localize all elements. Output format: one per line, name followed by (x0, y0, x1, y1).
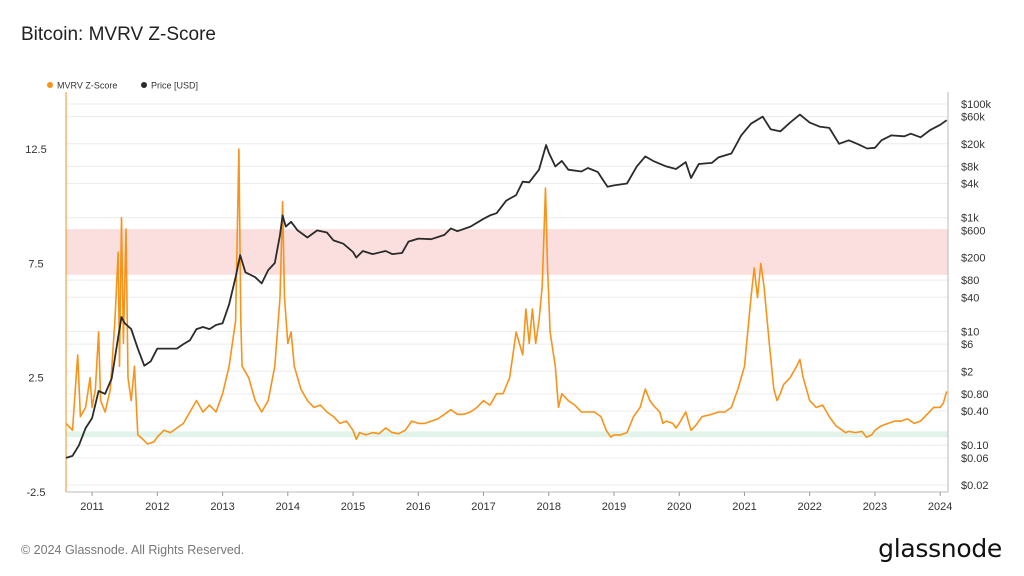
threshold-bands (66, 229, 948, 438)
y-right-tick-label: $200 (961, 253, 985, 265)
y-left-tick-label: 7.5 (28, 258, 43, 270)
y-left-tick-label: 2.5 (28, 373, 43, 385)
y-right-tick-label: $2 (961, 366, 973, 378)
y-right-tick-label: $6 (961, 339, 973, 351)
series-mvrv-zscore-line (65, 148, 948, 445)
y-left-tick-label: 12.5 (25, 144, 46, 156)
y-right-tick-label: $0.02 (961, 480, 989, 492)
x-tick-label: 2020 (667, 501, 691, 513)
x-tick-label: 2021 (732, 501, 756, 513)
y-right-tick-label: $0.80 (961, 389, 989, 401)
x-axis-ticks: 2011 2012 2013 2014 2015 2016 2017 2018 2019 2020… (80, 492, 952, 513)
x-tick-label: 2023 (863, 501, 887, 513)
y-right-tick-label: $80 (961, 275, 979, 287)
legend: MVRV Z-Score Price [USD] (47, 81, 198, 91)
x-tick-label: 2012 (145, 501, 169, 513)
y-right-tick-label: $0.10 (961, 440, 989, 452)
y-right-tick-label: $0.40 (961, 406, 989, 418)
y-right-tick-label: $20k (961, 139, 985, 151)
series-lines (65, 113, 948, 459)
overvalued-band (66, 229, 948, 275)
x-tick-label: 2024 (928, 501, 952, 513)
x-tick-label: 2013 (210, 501, 234, 513)
copyright-footer: © 2024 Glassnode. All Rights Reserved. (21, 543, 245, 557)
chart-title: Bitcoin: MVRV Z-Score (21, 24, 216, 45)
y-right-tick-label: $40 (961, 292, 979, 304)
y-right-tick-label: $8k (961, 161, 979, 173)
x-tick-label: 2018 (537, 501, 561, 513)
legend-marker-zscore (47, 82, 53, 88)
series-price-line (65, 113, 948, 459)
y-right-tick-label: $1k (961, 213, 979, 225)
x-tick-label: 2015 (341, 501, 365, 513)
y-right-tick-label: $0.06 (961, 453, 989, 465)
y-left-tick-label: -2.5 (27, 487, 46, 499)
x-tick-label: 2017 (471, 501, 495, 513)
y-right-axis-ticks: $100k$60k$20k$8k$4k$1k$600$200$80$40$10$… (961, 99, 991, 492)
legend-label-price: Price [USD] (151, 81, 198, 91)
legend-marker-price (141, 82, 147, 88)
y-left-axis-ticks: 12.5 7.5 2.5 -2.5 (25, 144, 46, 499)
y-right-tick-label: $600 (961, 225, 985, 237)
x-tick-label: 2016 (406, 501, 430, 513)
legend-label-zscore: MVRV Z-Score (57, 81, 117, 91)
glassnode-logo: glassnode (878, 534, 1002, 563)
x-tick-label: 2011 (80, 501, 104, 513)
x-tick-label: 2019 (602, 501, 626, 513)
y-right-tick-label: $60k (961, 112, 985, 124)
y-right-tick-label: $100k (961, 99, 991, 111)
grid-lines (66, 103, 948, 486)
x-tick-label: 2022 (797, 501, 821, 513)
undervalued-band (66, 431, 948, 438)
y-right-tick-label: $4k (961, 179, 979, 191)
y-right-tick-label: $10 (961, 326, 979, 338)
x-tick-label: 2014 (276, 501, 300, 513)
